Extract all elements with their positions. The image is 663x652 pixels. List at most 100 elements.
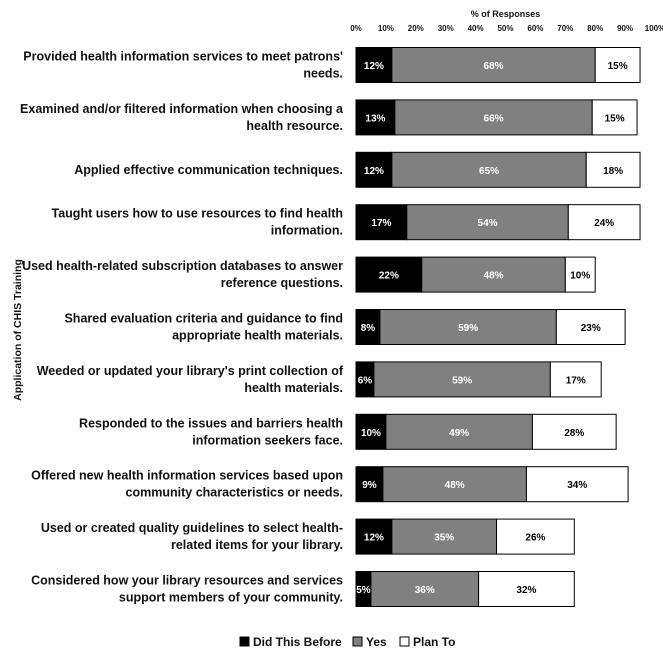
x-tick-label: 20% <box>408 24 424 33</box>
data-label: 68% <box>484 61 504 72</box>
data-label: 6% <box>358 375 373 386</box>
category-label: support members of your community. <box>119 591 343 605</box>
category-label: Examined and/or filtered information whe… <box>20 102 344 116</box>
category-label: Applied effective communication techniqu… <box>74 163 343 177</box>
category-label: information seekers face. <box>192 433 343 447</box>
legend-swatch <box>239 636 250 647</box>
data-label: 26% <box>525 533 545 544</box>
data-label: 12% <box>364 61 384 72</box>
data-label: 49% <box>449 428 469 439</box>
category-label: Considered how your library resources an… <box>31 574 343 588</box>
bar-segment <box>355 151 393 188</box>
data-label: 66% <box>484 113 504 124</box>
bar-segment <box>525 466 629 503</box>
bar-segment <box>355 466 384 503</box>
category-label: information. <box>271 224 343 238</box>
data-label: 10% <box>570 271 590 282</box>
category-label: health materials. <box>244 381 343 395</box>
bar-segment <box>496 518 575 555</box>
data-label: 54% <box>478 218 498 229</box>
category-labels: Provided health information services to … <box>20 50 344 605</box>
bar-segment <box>531 413 617 450</box>
data-label: 65% <box>479 166 499 177</box>
bar-segment <box>382 466 527 503</box>
data-label: 23% <box>581 323 601 334</box>
legend-swatch <box>399 636 410 647</box>
category-label: Used health-related subscription databas… <box>22 259 343 273</box>
bar-segment <box>379 309 557 345</box>
legend-label: Plan To <box>413 635 455 649</box>
data-label: 12% <box>364 533 384 544</box>
data-label: 34% <box>567 480 587 491</box>
bars: 12% 68% 15% 13% 66% 15% 12% 65% 18% 17% 54% 24% 22% 4… <box>355 47 641 607</box>
bar-segment <box>591 99 638 136</box>
x-tick-label: 90% <box>617 24 633 33</box>
bar-segment <box>355 518 393 555</box>
category-label: Shared evaluation criteria and guidance … <box>64 312 343 326</box>
x-tick-label: 10% <box>378 24 394 33</box>
category-label: health resource. <box>246 119 343 133</box>
data-label: 59% <box>458 323 478 334</box>
category-label: Taught users how to use resources to fin… <box>52 207 343 221</box>
bar-segment <box>585 151 641 188</box>
data-label: 48% <box>484 271 504 282</box>
x-tick-label: 30% <box>438 24 454 33</box>
category-label: needs. <box>303 67 343 81</box>
bar-segment <box>564 256 596 293</box>
data-label: 15% <box>605 113 625 124</box>
category-label: Weeded or updated your library's print c… <box>37 364 344 378</box>
data-label: 9% <box>362 480 377 491</box>
bar-segment <box>391 518 498 555</box>
data-label: 22% <box>379 271 399 282</box>
legend: Did This Before Yes Plan To <box>239 635 455 649</box>
y-axis-title: Application of CHIS Training <box>12 259 24 401</box>
data-label: 48% <box>445 480 465 491</box>
data-label: 17% <box>566 375 586 386</box>
x-tick-label: 50% <box>497 24 513 33</box>
category-label: Used or created quality guidelines to se… <box>41 521 343 535</box>
category-label: appropriate health materials. <box>172 329 343 343</box>
category-label: reference questions. <box>221 276 343 290</box>
x-tick-label: 40% <box>468 24 484 33</box>
legend-label: Did This Before <box>253 635 342 649</box>
data-label: 18% <box>603 166 623 177</box>
x-tick-label: 100% <box>645 24 663 33</box>
bar-segment <box>373 361 551 398</box>
bar-segment <box>478 571 575 607</box>
category-label: Provided health information services to … <box>23 50 343 64</box>
data-label: 17% <box>371 218 391 229</box>
data-label: 28% <box>564 428 584 439</box>
x-tick-label: 0% <box>350 24 362 33</box>
bar-segment <box>391 151 587 188</box>
data-label: 5% <box>356 585 371 596</box>
category-label: community characteristics or needs. <box>126 486 343 500</box>
x-axis-title: % of Responses <box>471 9 541 19</box>
data-label: 10% <box>361 428 381 439</box>
bar-segment <box>555 309 626 345</box>
data-label: 15% <box>608 61 628 72</box>
bar-segment <box>355 204 408 241</box>
bar-segment <box>594 47 641 83</box>
data-label: 8% <box>361 323 376 334</box>
x-tick-label: 80% <box>587 24 603 33</box>
category-label: Responded to the issues and barriers hea… <box>79 416 343 430</box>
x-tick-label: 60% <box>527 24 543 33</box>
data-label: 13% <box>365 113 385 124</box>
data-label: 12% <box>364 166 384 177</box>
bar-segment <box>549 361 602 398</box>
data-label: 35% <box>434 533 454 544</box>
category-label: Offered new health information services … <box>31 469 343 483</box>
category-label: related items for your library. <box>171 538 343 552</box>
bar-segment <box>567 204 641 241</box>
data-label: 36% <box>415 585 435 596</box>
legend-swatch <box>352 636 363 647</box>
data-label: 59% <box>452 375 472 386</box>
x-tick-label: 70% <box>557 24 573 33</box>
data-label: 24% <box>594 218 614 229</box>
legend-label: Yes <box>366 635 387 649</box>
bar-segment <box>385 413 533 450</box>
x-axis-ticks: 0% 10% 20% 30% 40% 50% 60% 70% 80% 90% 100% <box>350 24 663 33</box>
bar-segment <box>355 47 393 83</box>
bar-segment <box>394 99 593 136</box>
